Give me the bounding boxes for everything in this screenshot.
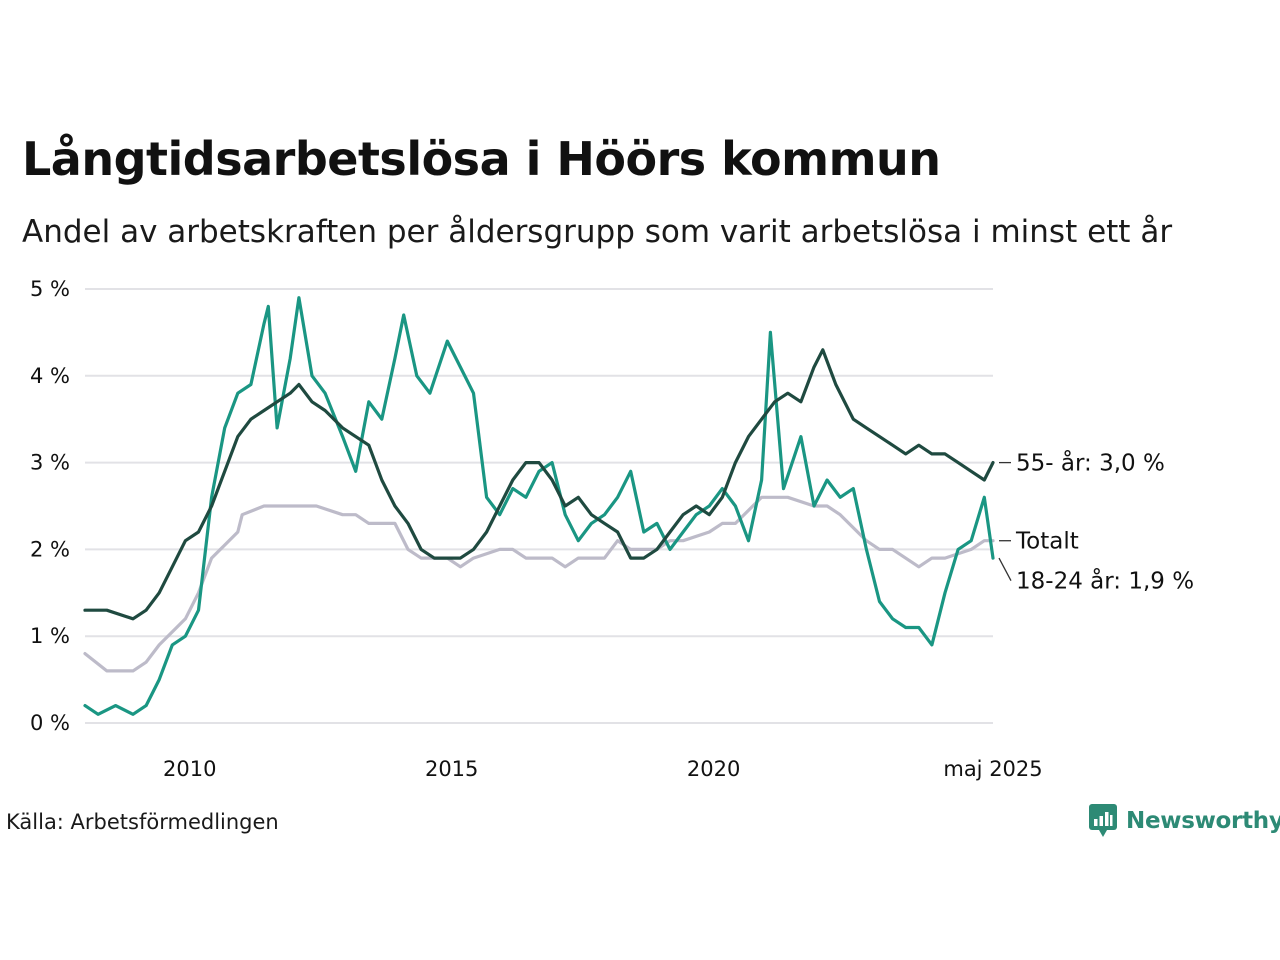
x-tick-label: 2015 xyxy=(425,757,478,781)
series-line-55-r xyxy=(83,348,995,621)
series-lines xyxy=(83,296,995,716)
end-labels: 55- år: 3,0 % Totalt 18-24 år: 1,9 % xyxy=(998,449,1194,595)
gridlines xyxy=(85,288,993,724)
chart-title: Långtidsarbetslösa i Höörs kommun xyxy=(22,132,941,186)
y-tick-label: 2 % xyxy=(30,537,70,561)
x-tick-label: maj 2025 xyxy=(943,757,1042,781)
end-label: Totalt xyxy=(1015,529,1079,555)
series-line-totalt xyxy=(83,495,995,673)
x-tick-label: 2020 xyxy=(687,757,740,781)
y-tick-label: 3 % xyxy=(30,451,70,475)
y-tick-label: 5 % xyxy=(30,277,70,301)
brand-logo[interactable]: Newsworthy xyxy=(1088,803,1280,839)
y-tick-label: 1 % xyxy=(30,624,70,648)
chart-subtitle: Andel av arbetskraften per åldersgrupp s… xyxy=(22,214,1173,250)
brand-name: Newsworthy xyxy=(1126,808,1280,834)
y-tick-label: 4 % xyxy=(30,364,70,388)
x-axis-ticks: 2010 2015 2020 maj 2025 xyxy=(163,757,1043,781)
x-tick-label: 2010 xyxy=(163,757,216,781)
end-label: 55- år: 3,0 % xyxy=(1016,449,1165,477)
label-leader xyxy=(998,557,1012,582)
line-chart: 0 %1 %2 %3 %4 %5 % 2010 2015 2020 maj 2025 … xyxy=(30,277,1194,781)
series-line-18-24-r xyxy=(83,296,995,716)
newsworthy-logo-icon xyxy=(1089,804,1117,837)
y-tick-label: 0 % xyxy=(30,711,70,735)
y-axis-ticks: 0 % 1 % 2 % 3 % 4 % 5 % xyxy=(30,277,70,735)
end-label: 18-24 år: 1,9 % xyxy=(1016,567,1194,595)
source-note: Källa: Arbetsförmedlingen xyxy=(6,810,279,834)
